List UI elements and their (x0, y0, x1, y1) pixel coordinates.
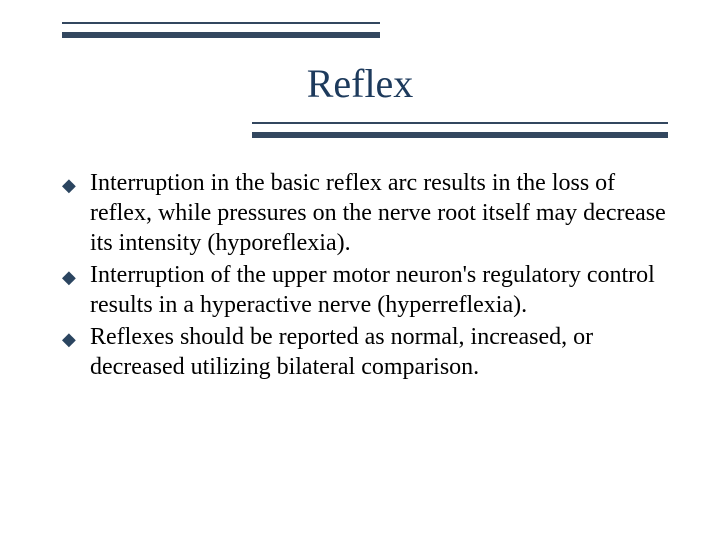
list-item: ◆ Interruption in the basic reflex arc r… (62, 168, 670, 258)
bullet-text: Reflexes should be reported as normal, i… (90, 322, 670, 382)
bullet-text: Interruption in the basic reflex arc res… (90, 168, 670, 258)
diamond-bullet-icon: ◆ (62, 168, 90, 200)
page-title: Reflex (0, 60, 720, 107)
mid-rule-thin (252, 122, 668, 124)
diamond-bullet-icon: ◆ (62, 260, 90, 292)
list-item: ◆ Interruption of the upper motor neuron… (62, 260, 670, 320)
bullet-list: ◆ Interruption in the basic reflex arc r… (62, 168, 670, 384)
top-rule-thin (62, 22, 380, 24)
list-item: ◆ Reflexes should be reported as normal,… (62, 322, 670, 382)
diamond-bullet-icon: ◆ (62, 322, 90, 354)
bullet-text: Interruption of the upper motor neuron's… (90, 260, 670, 320)
top-rule-thick (62, 32, 380, 38)
mid-rule-thick (252, 132, 668, 138)
